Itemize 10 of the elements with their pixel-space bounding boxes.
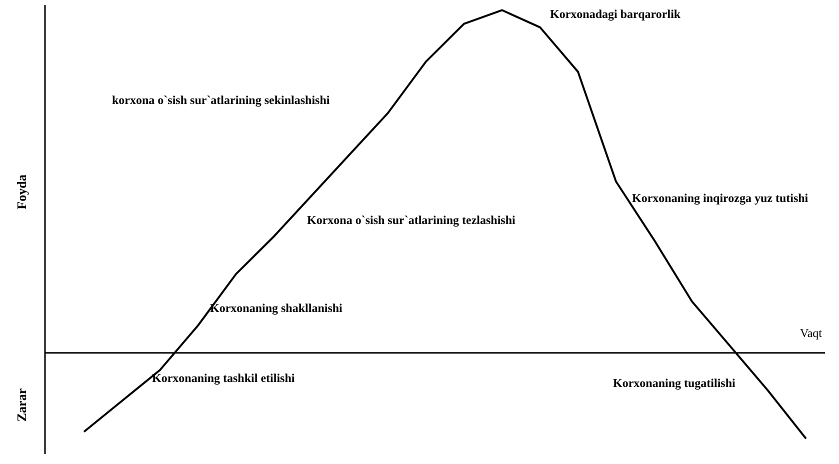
annotation: Korxona o`sish sur`atlarining tezlashishi [307, 213, 516, 227]
annotation: Korxonadagi barqarorlik [550, 7, 681, 21]
x-axis-title: Vaqt [800, 326, 823, 340]
text: Zarar [14, 388, 29, 422]
annotation: Korxonaning shakllanishi [210, 301, 344, 315]
annotation: Korxonaning inqirozga yuz tutishi [632, 191, 809, 205]
annotation: Korxonaning tashkil etilishi [152, 371, 296, 385]
annotation: Korxonaning tugatilishi [613, 376, 736, 390]
annotation: korxona o`sish sur`atlarining sekinlashishi [112, 93, 330, 107]
y-axis-title: Foyda [14, 174, 29, 210]
